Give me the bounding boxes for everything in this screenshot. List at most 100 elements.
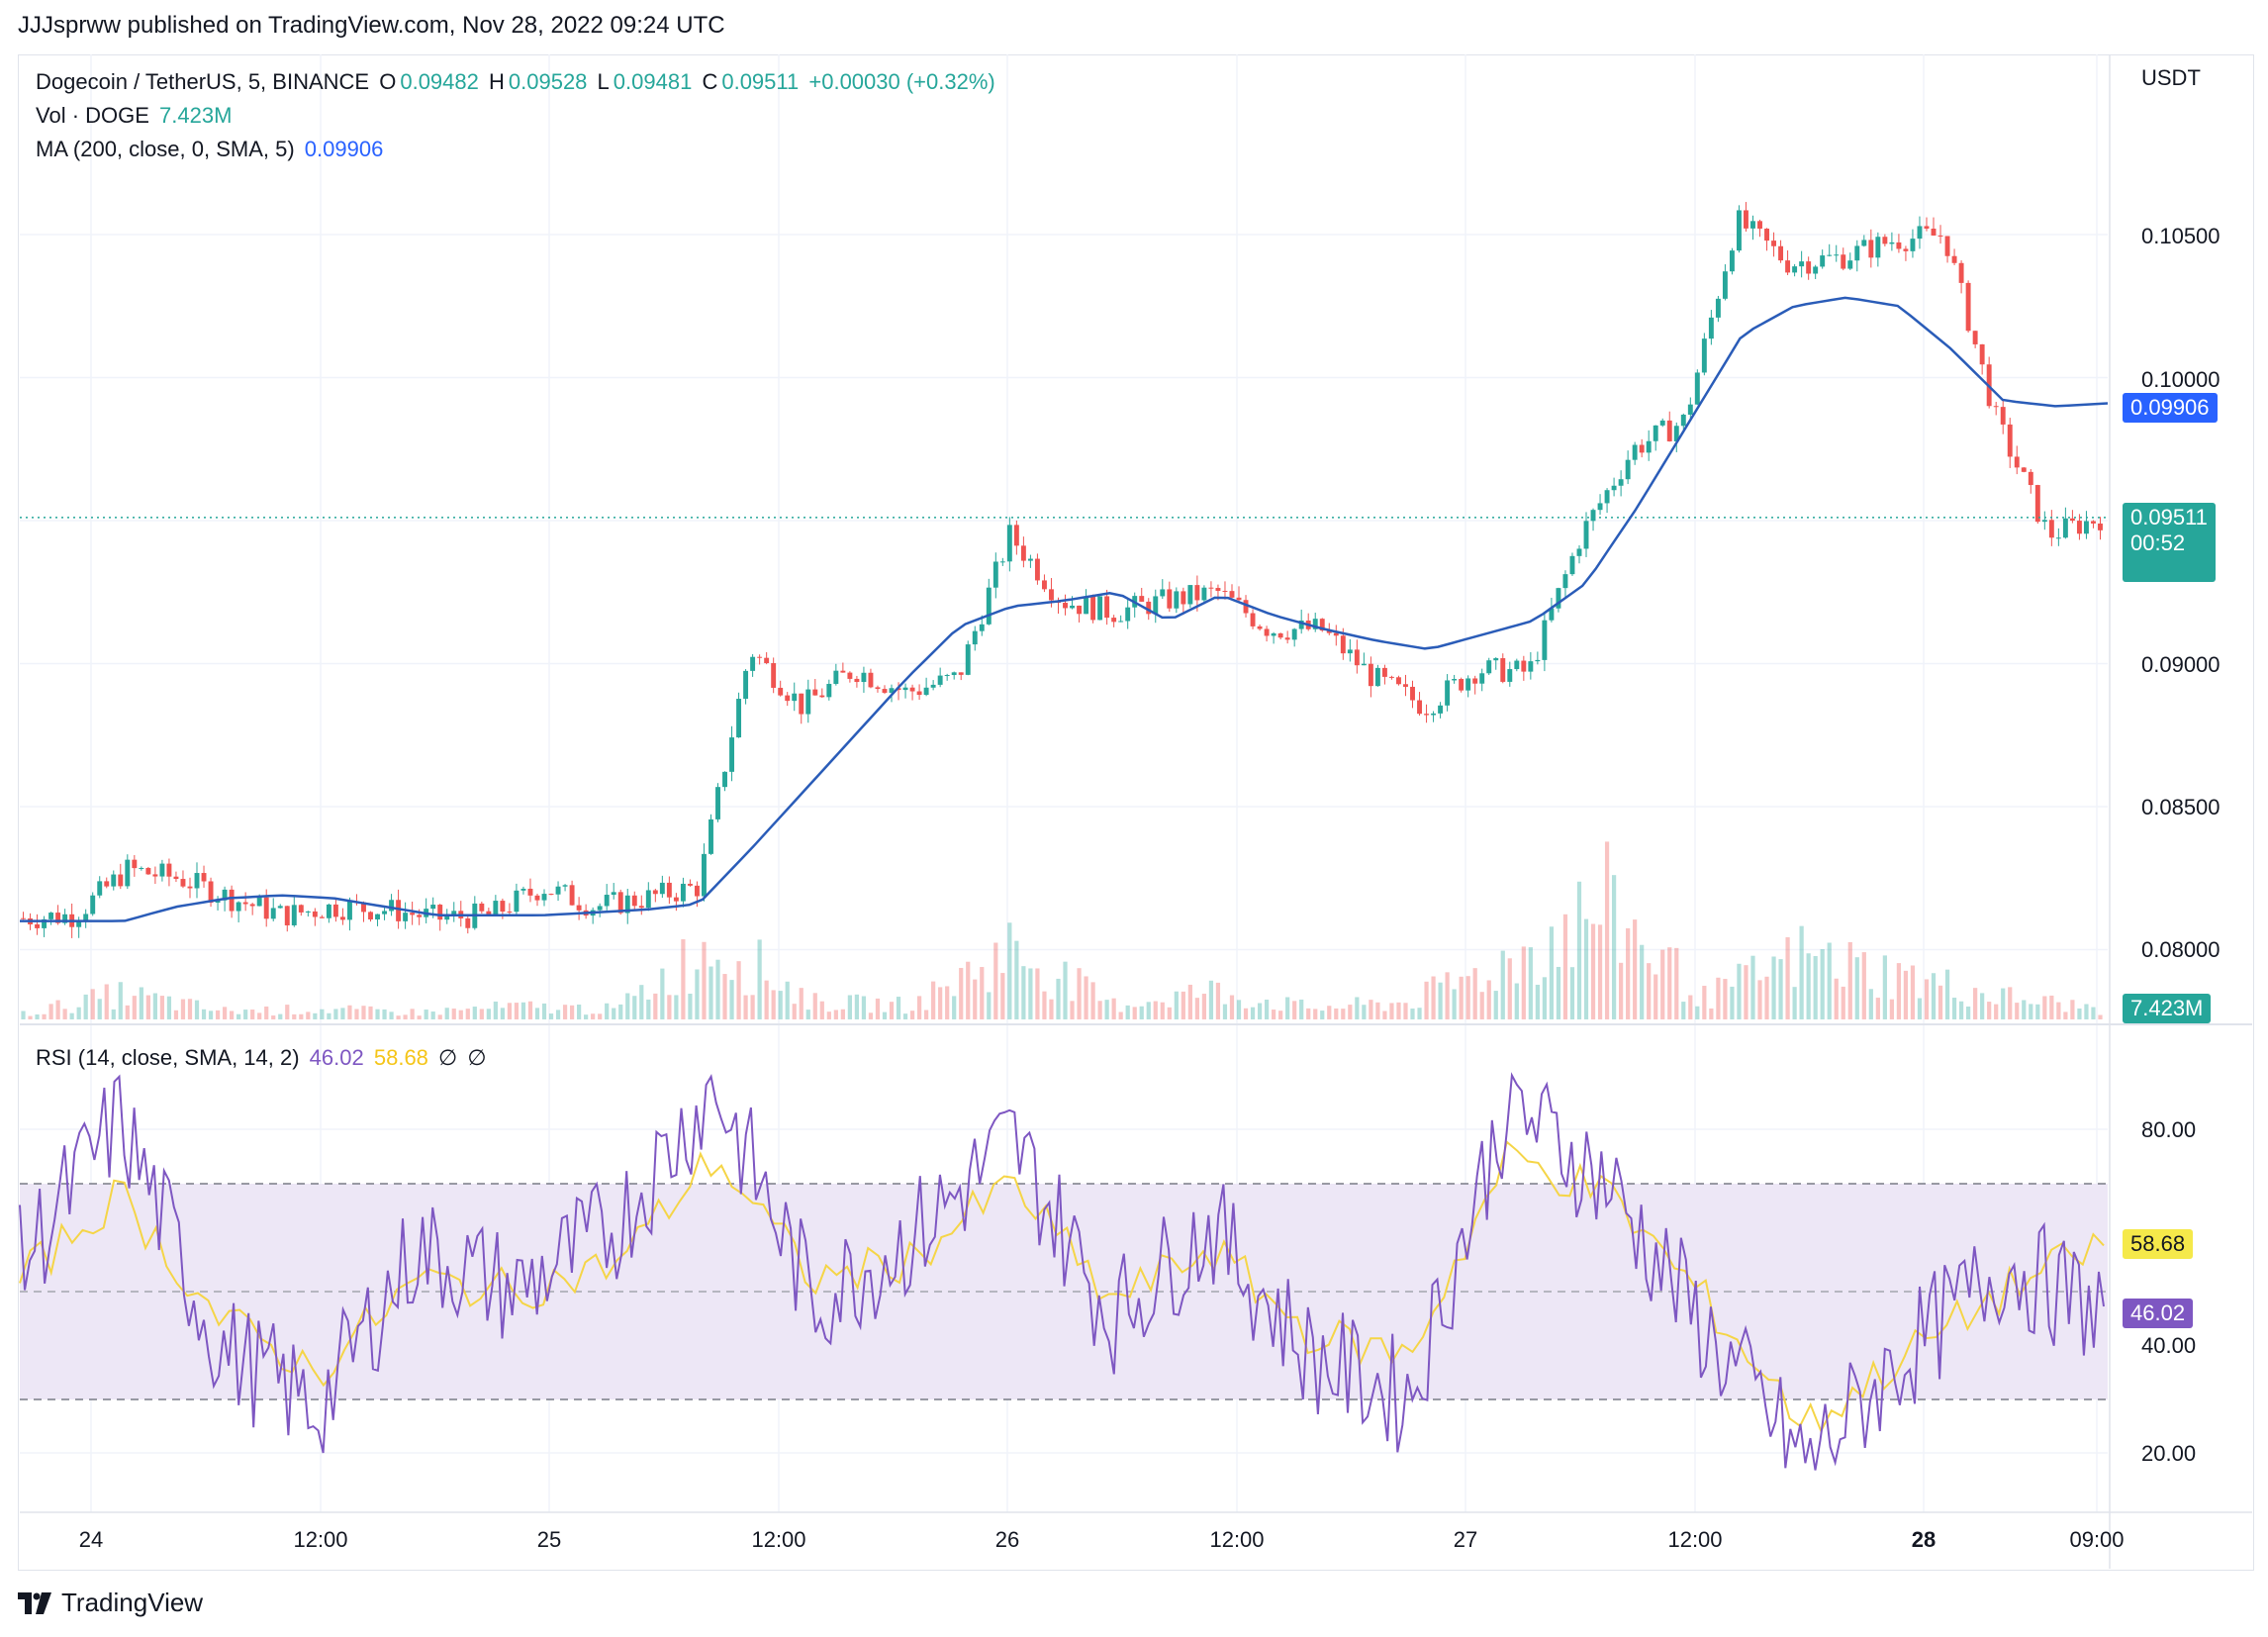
volume-bar [479,1009,484,1019]
time-tick: 09:00 [2069,1527,2125,1552]
volume-bar [222,1007,228,1019]
close-value: 0.09511 [721,69,800,94]
candle-body [305,911,311,913]
volume-bar [472,1007,477,1019]
candle-body [1493,658,1499,661]
candle-body [562,885,568,887]
volume-bar [715,959,720,1019]
volume-bar [534,1008,540,1019]
volume-bar [159,996,165,1019]
candle-body [1979,343,1985,365]
candle-body [514,890,520,913]
volume-bar [1090,982,1095,1019]
volume-bar [1973,988,1978,1019]
volume-bar [1056,978,1061,1019]
candle-body [270,908,276,919]
volume-bar [257,1012,262,1019]
volume-bar [1472,968,1477,1019]
candle-body [312,911,318,917]
volume-bar [1313,1009,1318,1019]
candle-body [1868,240,1874,258]
volume-bar [1146,1002,1151,1019]
volume-bar [980,967,985,1019]
volume-bar [639,985,644,1019]
candle-body [187,886,193,889]
candle-body [1034,558,1040,581]
candle-body [1291,628,1297,640]
tradingview-logo[interactable]: TradingView [18,1588,203,1618]
volume-bar [28,1015,33,1019]
volume-bar [1424,981,1429,1019]
candle-body [139,867,144,869]
volume-bar [1167,1007,1172,1019]
candle-body [1319,619,1325,631]
volume-bar [2001,988,2006,1019]
ma-legend: MA (200, close, 0, SMA, 5) 0.09906 [36,137,387,162]
candle-body [909,687,915,692]
volume-bar [1438,982,1443,1019]
candle-body [1006,525,1012,562]
volume-bar [709,966,713,1019]
rsi-tick: 80.00 [2141,1117,2197,1142]
volume-bar [520,1002,526,1019]
volume-bar [1431,976,1436,1019]
candle-body [1535,659,1541,662]
volume-bar [389,1011,394,1019]
open-value: 0.09482 [400,69,479,94]
candle-body [90,895,96,915]
countdown-value: 00:52 [2130,530,2186,555]
volume-bar [1257,1003,1263,1019]
volume-bar [1479,992,1484,1019]
time-tick: 12:00 [1209,1527,1265,1552]
volume-bar [62,1009,67,1019]
volume-bar [931,981,936,1019]
ma-value: 0.09906 [304,137,384,161]
volume-bar [1542,977,1547,1019]
candle-body [1070,605,1075,609]
volume-bar [69,1012,74,1019]
volume-bar [750,995,755,1019]
volume-bar [1486,980,1491,1019]
candle-body [256,897,262,907]
candle-body [1889,241,1895,244]
volume-bar [1500,950,1505,1019]
candle-body [569,885,575,906]
volume-bar [1070,1001,1075,1019]
symbol-legend: Dogecoin / TetherUS, 5, BINANCE O 0.09482… [36,69,999,95]
candle-body [868,672,874,688]
candle-body [1972,331,1978,344]
volume-bar [375,1009,380,1019]
candle-body [930,684,936,688]
volume-bar [1931,973,1937,1019]
candle-body [534,895,540,901]
volume-bar [1215,982,1221,1019]
volume-bar [1951,998,1957,1019]
candle-body [1841,254,1846,269]
candle-body [1715,298,1721,318]
brand-name: TradingView [61,1588,204,1617]
volume-bar [1201,994,1207,1019]
candle-body [1820,255,1826,267]
candle-body [1445,680,1451,706]
candle-body [1646,440,1652,453]
candle-body [611,892,616,896]
volume-bar [1222,1004,1228,1019]
candle-body [1528,661,1534,672]
candle-body [659,882,665,895]
volume-bar [299,1013,304,1019]
volume-bar [1647,963,1652,1019]
candle-body [417,915,423,917]
volume-bar [875,998,881,1019]
volume-bar [1362,1005,1367,1019]
candle-body [1910,239,1916,251]
candle-body [1424,714,1430,716]
time-tick: 12:00 [293,1527,348,1552]
rsi-tick: 20.00 [2141,1441,2197,1466]
volume-bar [76,1007,81,1019]
volume-bar [771,990,776,1019]
volume-bar [764,980,769,1019]
volume-bar [55,1000,60,1019]
volume-bar [674,995,679,1019]
volume-bar [1861,952,1866,1019]
